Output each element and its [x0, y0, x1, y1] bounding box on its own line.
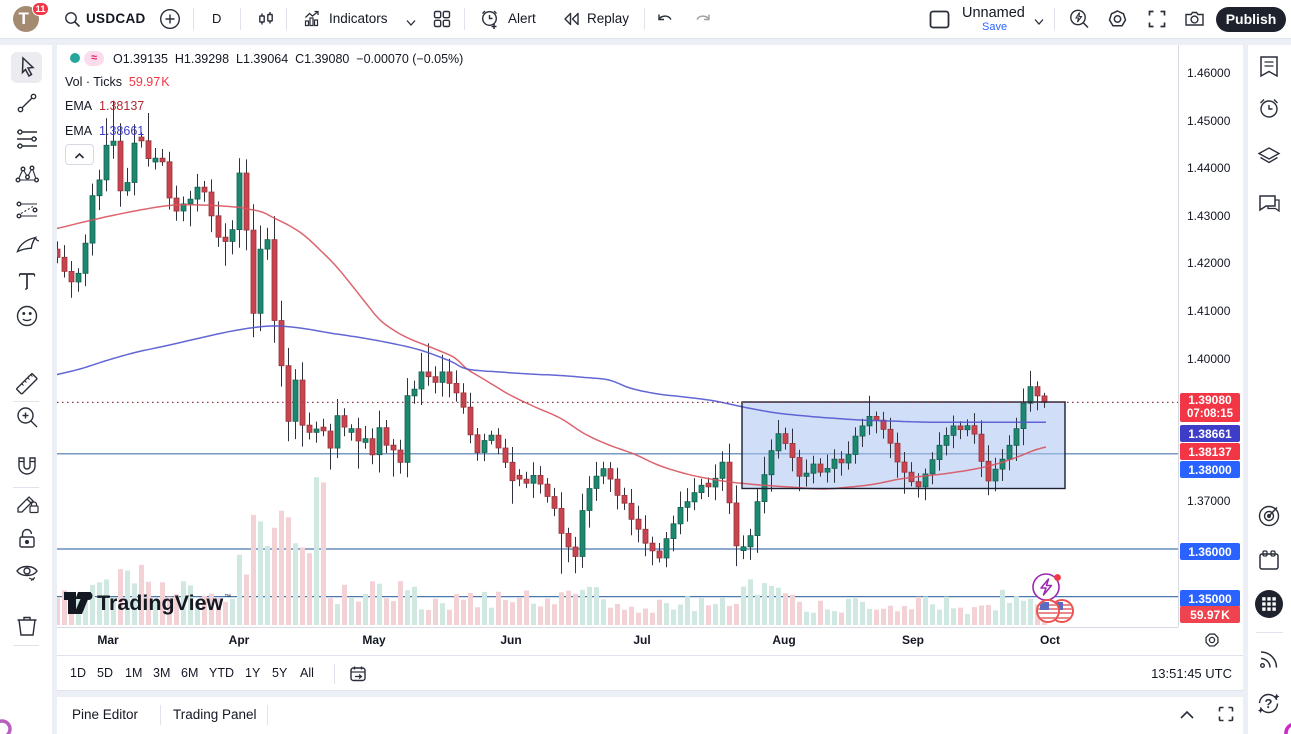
svg-text:™: ™	[224, 594, 231, 601]
svg-text:TradingView: TradingView	[97, 591, 224, 615]
svg-text:?: ?	[1265, 696, 1273, 711]
